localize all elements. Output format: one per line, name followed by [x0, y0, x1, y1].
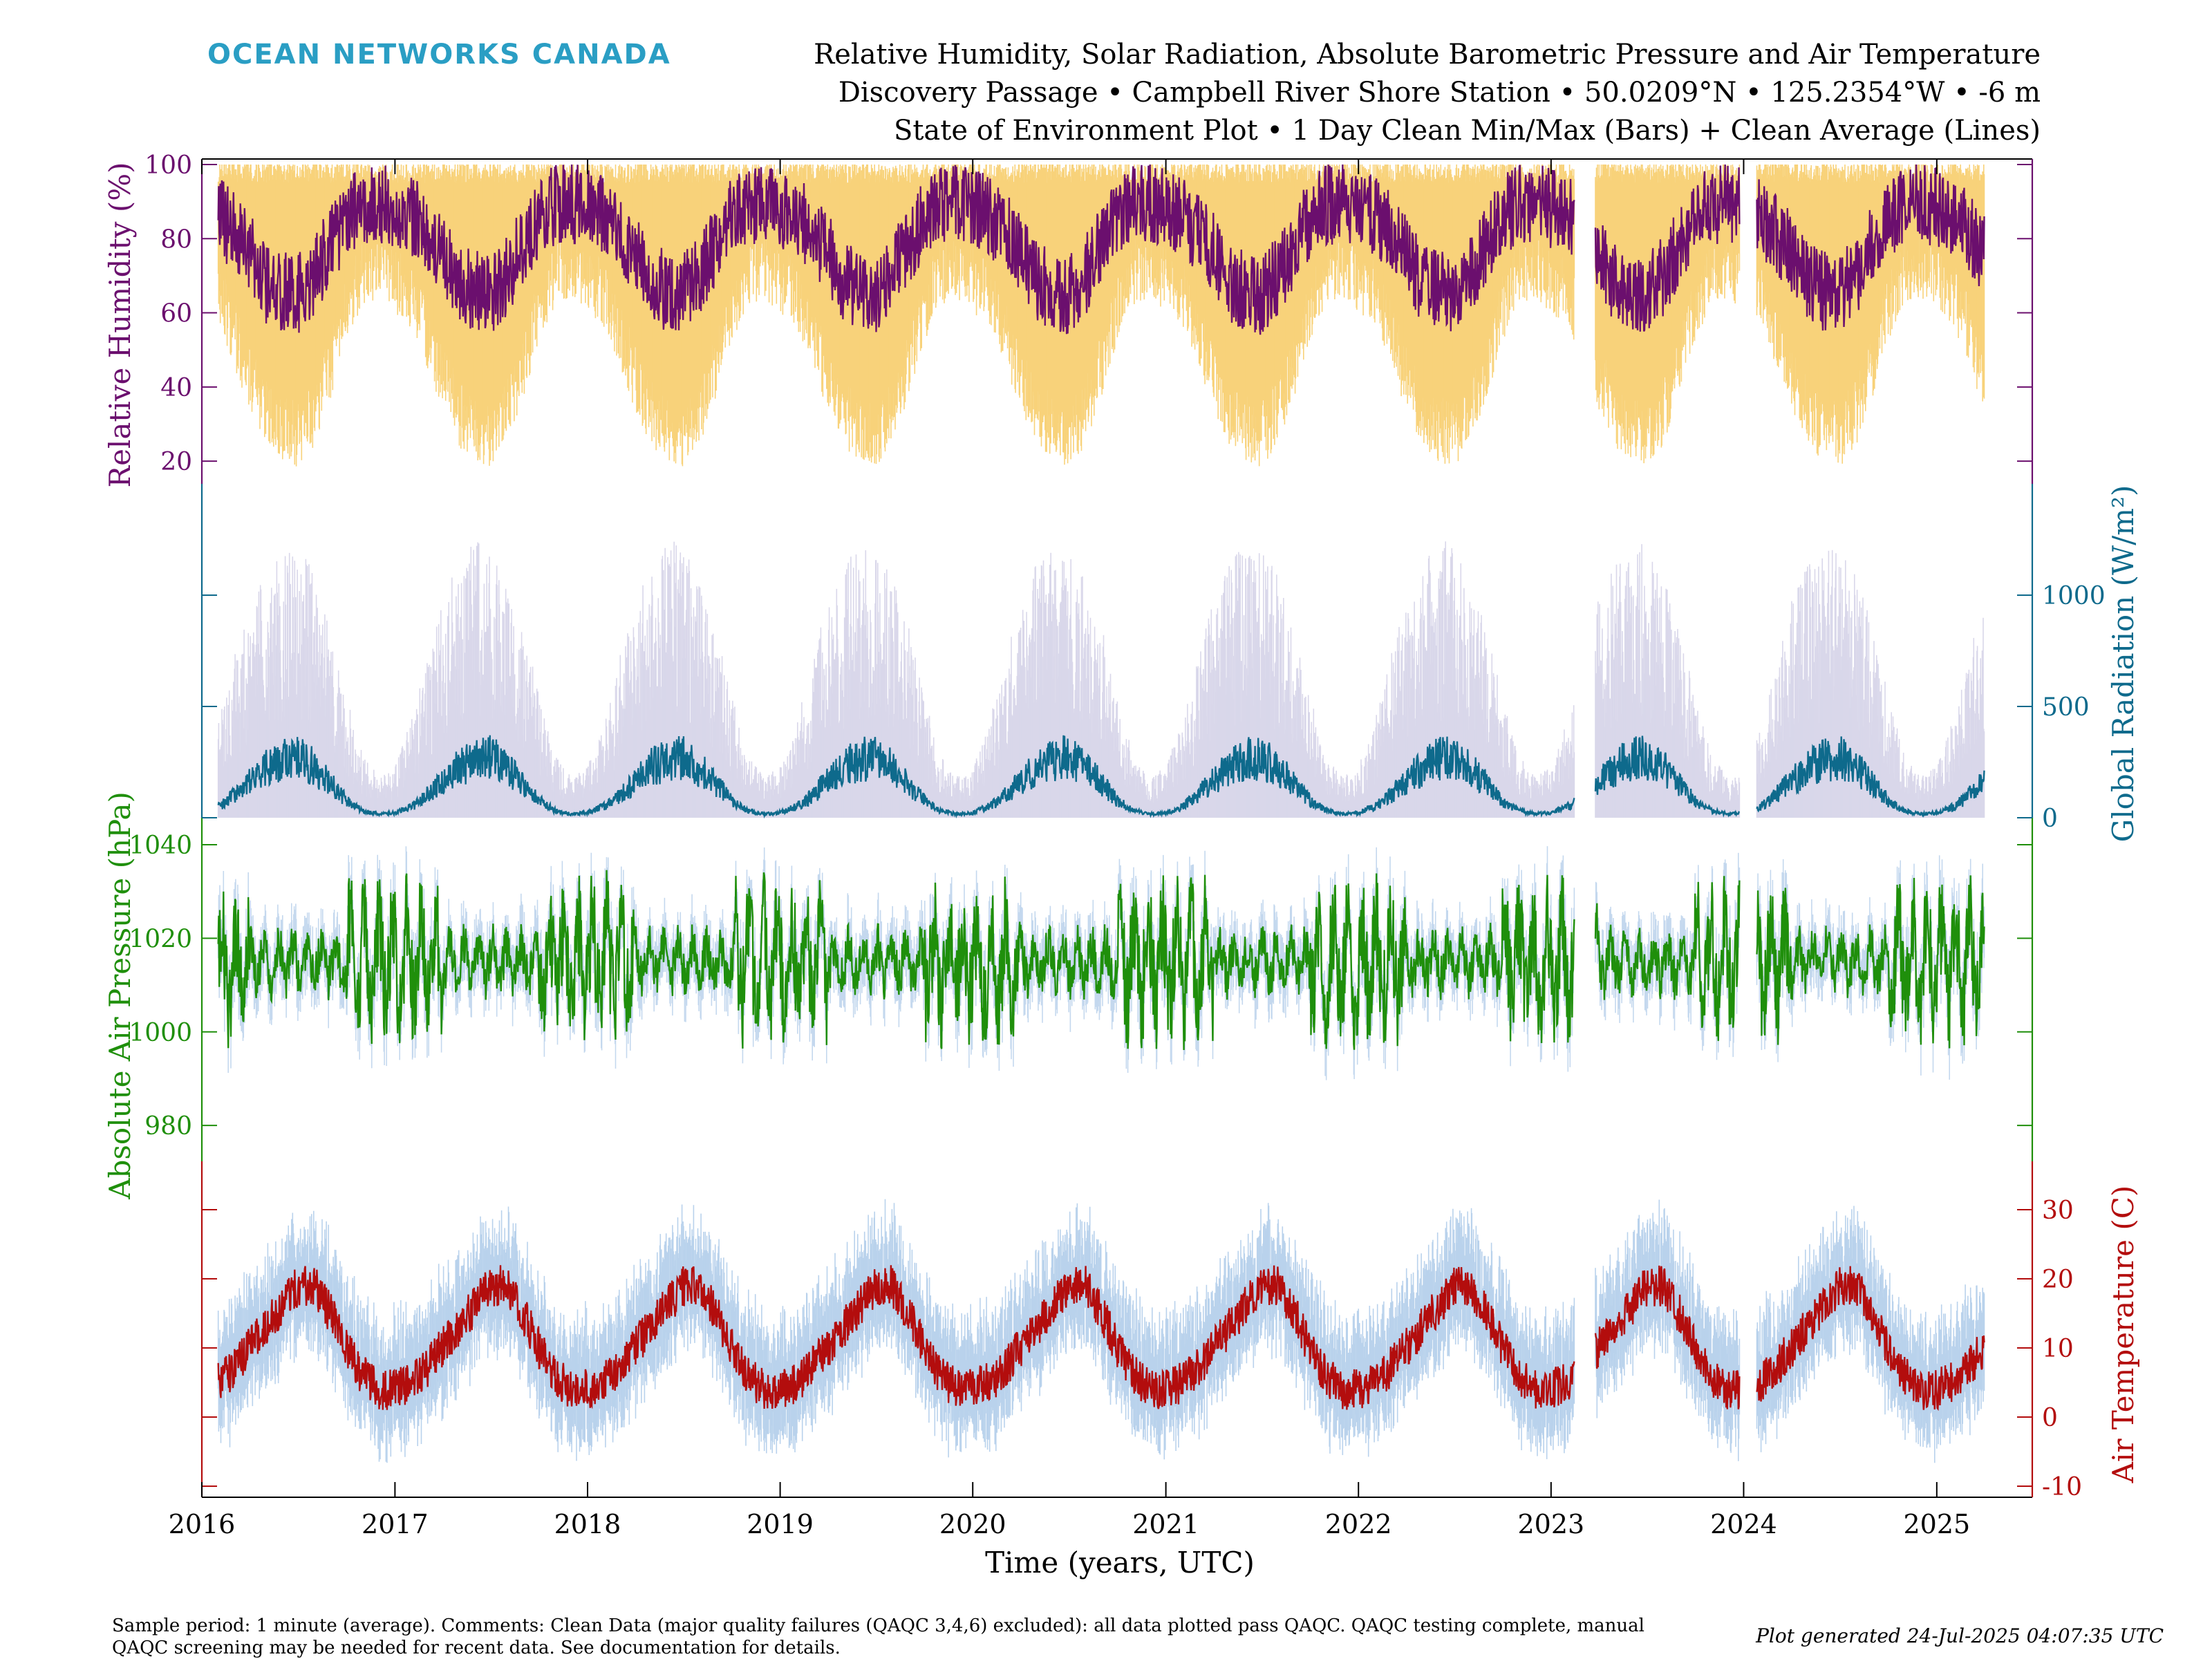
- average-line: [217, 164, 1985, 335]
- brand-logo-text: OCEAN NETWORKS CANADA: [207, 39, 671, 71]
- panel-global-radiation: [217, 541, 1985, 819]
- title-line-2: Discovery Passage • Campbell River Shore…: [838, 77, 2041, 109]
- title-line-3: State of Environment Plot • 1 Day Clean …: [894, 115, 2041, 147]
- title-line-1: Relative Humidity, Solar Radiation, Abso…: [814, 39, 2041, 71]
- panel-relative-humidity: [217, 164, 1985, 467]
